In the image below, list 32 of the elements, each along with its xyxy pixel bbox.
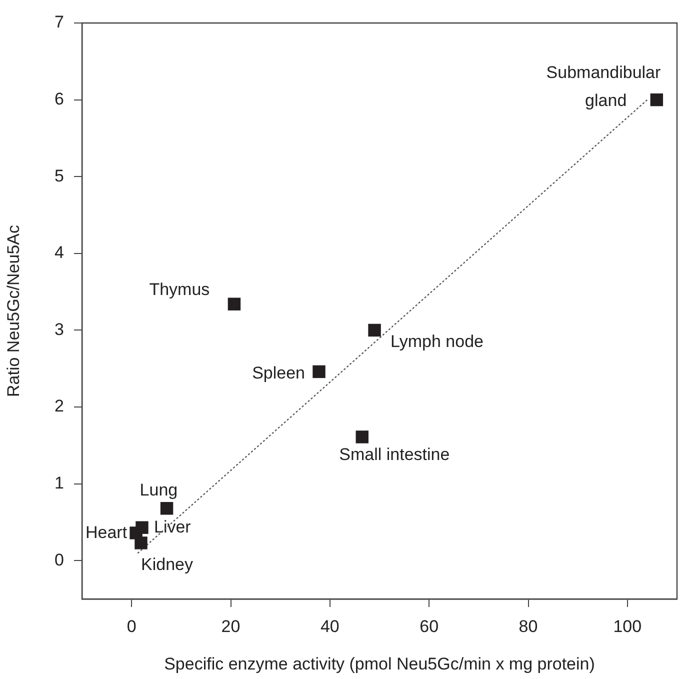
y-tick-label: 6 [54, 89, 64, 108]
annotation: Kidney [141, 554, 194, 574]
x-tick-label: 80 [518, 616, 538, 636]
annotation: Thymus [149, 280, 210, 300]
x-tick-label: 0 [126, 616, 136, 636]
x-tick-label: 40 [320, 616, 340, 636]
y-tick-label: 2 [54, 396, 64, 416]
x-tick-label: 60 [420, 616, 439, 636]
annotation: Small intestine [339, 444, 450, 464]
point [312, 365, 326, 378]
x-tick-label: 20 [221, 616, 240, 636]
y-tick-label: 1 [54, 473, 64, 492]
y-tick-label: 7 [54, 12, 64, 32]
point [650, 93, 664, 106]
annotation: Lymph node [390, 332, 484, 352]
annotation: Liver [154, 518, 192, 537]
annotation: Submandibular gland [546, 62, 661, 110]
point [228, 298, 241, 310]
annotation: Heart [85, 522, 128, 542]
y-tick-label: 5 [54, 166, 64, 186]
x-tick-label: 100 [613, 616, 642, 636]
x-axis-title: Specific enzyme activity (pmol Neu5Gc/min x mg protein) [164, 654, 595, 674]
point [356, 430, 369, 444]
annotation: Lung [140, 480, 178, 500]
y-tick-label: 0 [54, 550, 64, 570]
y-tick-label: 3 [54, 320, 64, 339]
point [368, 324, 381, 337]
y-axis-title: Ratio Neu5Gc/Neu5Ac [4, 224, 23, 397]
annotation: Spleen [252, 364, 306, 383]
point [134, 536, 148, 550]
point [160, 502, 174, 515]
y-tick-label: 4 [54, 243, 64, 262]
